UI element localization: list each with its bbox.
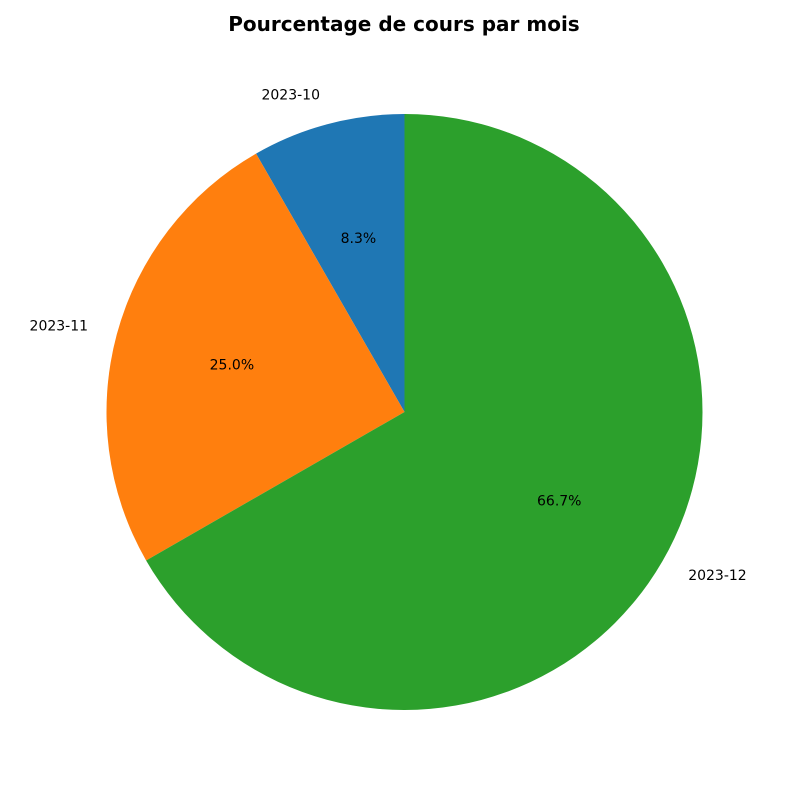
pie-slices <box>106 114 703 710</box>
slice-label-2023-10: 2023-10 <box>261 87 320 103</box>
pie-labels: 2023-10 8.3% 2023-11 25.0% 2023-12 66.7% <box>30 87 747 584</box>
slice-label-2023-11: 2023-11 <box>30 318 89 334</box>
slice-label-2023-12: 2023-12 <box>688 568 747 584</box>
slice-percent-2023-11: 25.0% <box>210 357 254 373</box>
slice-percent-2023-10: 8.3% <box>341 231 377 247</box>
pie-slice-2023-12 <box>146 114 703 710</box>
slice-percent-2023-12: 66.7% <box>537 494 581 510</box>
pie-slice-2023-10 <box>256 114 405 412</box>
chart-title: Pourcentage de cours par mois <box>228 12 579 36</box>
pie-slice-2023-11 <box>106 153 405 561</box>
